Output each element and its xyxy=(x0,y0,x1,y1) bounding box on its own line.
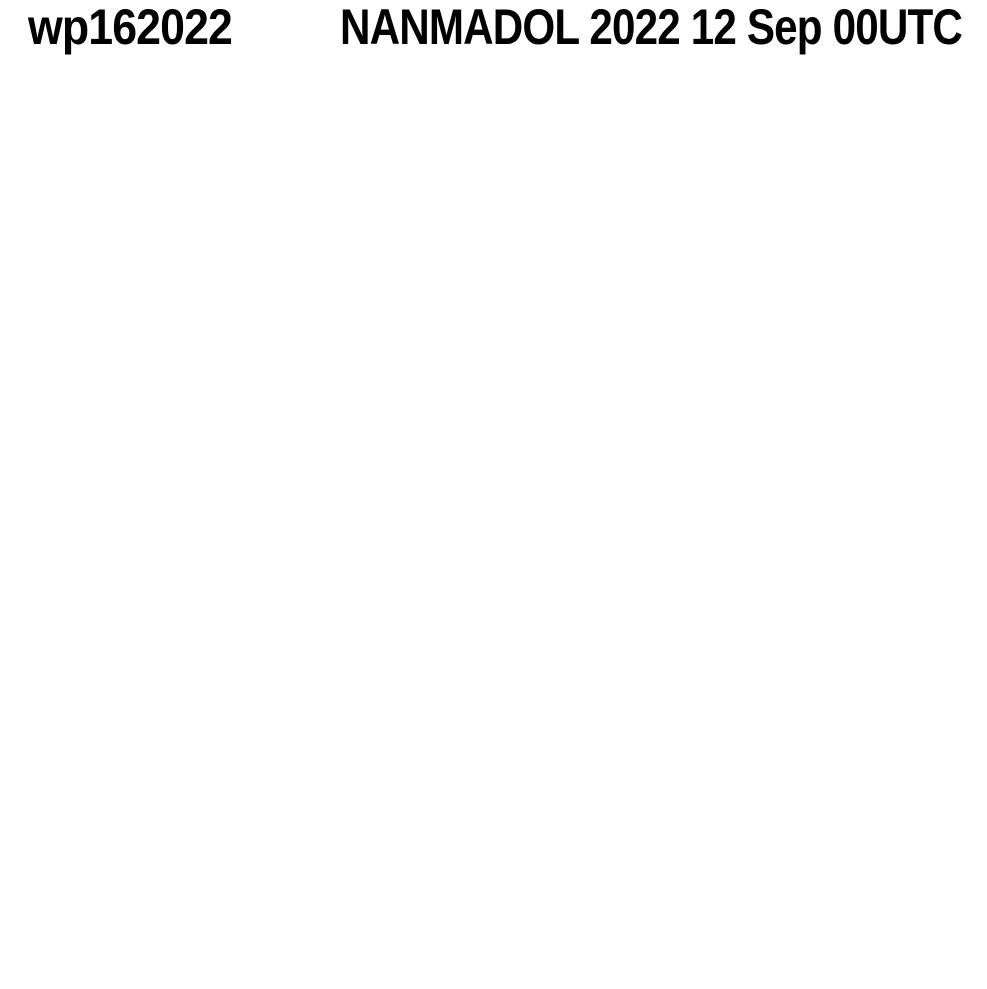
storm-name-date-title: NANMADOL 2022 12 Sep 00UTC xyxy=(340,0,962,55)
storm-id-title: wp162022 xyxy=(27,0,232,55)
